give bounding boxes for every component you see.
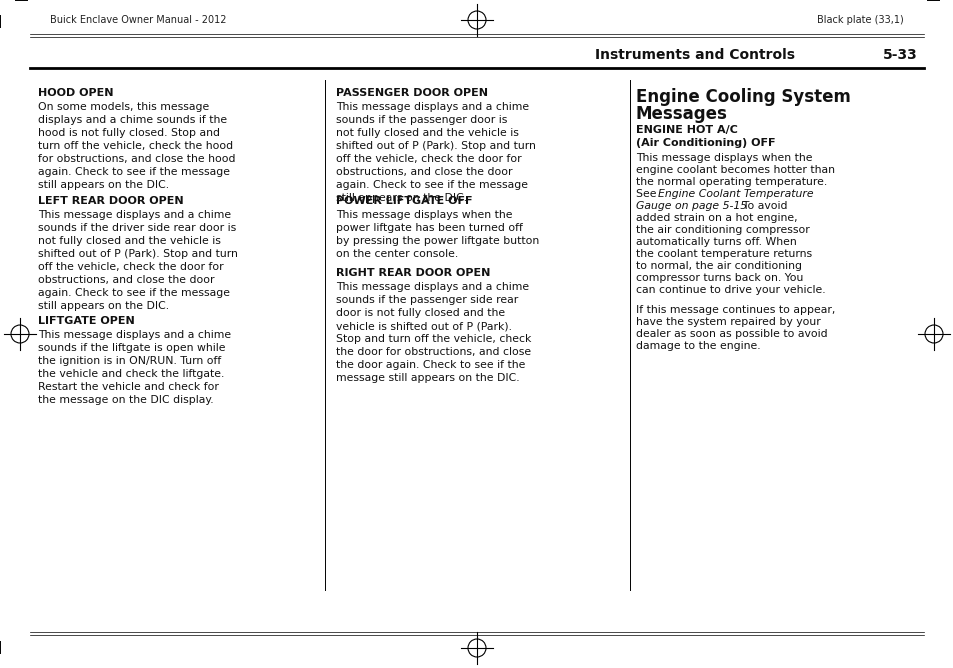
Text: If this message continues to appear,: If this message continues to appear, xyxy=(636,305,835,315)
Text: Instruments and Controls: Instruments and Controls xyxy=(595,48,794,62)
Text: RIGHT REAR DOOR OPEN: RIGHT REAR DOOR OPEN xyxy=(335,268,490,278)
Text: ENGINE HOT A/C: ENGINE HOT A/C xyxy=(636,125,737,135)
Text: This message displays and a chime
sounds if the passenger door is
not fully clos: This message displays and a chime sounds… xyxy=(335,102,536,203)
Text: 5-33: 5-33 xyxy=(882,48,917,62)
Text: LEFT REAR DOOR OPEN: LEFT REAR DOOR OPEN xyxy=(38,196,183,206)
Text: Black plate (33,1): Black plate (33,1) xyxy=(817,15,903,25)
Text: Messages: Messages xyxy=(636,105,727,123)
Text: (Air Conditioning) OFF: (Air Conditioning) OFF xyxy=(636,138,775,148)
Text: can continue to drive your vehicle.: can continue to drive your vehicle. xyxy=(636,285,824,295)
Text: the coolant temperature returns: the coolant temperature returns xyxy=(636,249,811,259)
Text: This message displays when the: This message displays when the xyxy=(636,153,812,163)
Text: See: See xyxy=(636,189,659,199)
Text: This message displays and a chime
sounds if the driver side rear door is
not ful: This message displays and a chime sounds… xyxy=(38,210,237,311)
Text: Gauge on page 5-15: Gauge on page 5-15 xyxy=(636,201,746,211)
Text: the normal operating temperature.: the normal operating temperature. xyxy=(636,177,826,187)
Text: automatically turns off. When: automatically turns off. When xyxy=(636,237,796,247)
Text: Engine Coolant Temperature: Engine Coolant Temperature xyxy=(658,189,813,199)
Text: the air conditioning compressor: the air conditioning compressor xyxy=(636,225,809,235)
Text: POWER LIFTGATE OFF: POWER LIFTGATE OFF xyxy=(335,196,472,206)
Text: . To avoid: . To avoid xyxy=(735,201,786,211)
Text: engine coolant becomes hotter than: engine coolant becomes hotter than xyxy=(636,165,834,175)
Text: Buick Enclave Owner Manual - 2012: Buick Enclave Owner Manual - 2012 xyxy=(50,15,226,25)
Text: This message displays and a chime
sounds if the passenger side rear
door is not : This message displays and a chime sounds… xyxy=(335,282,531,383)
Text: have the system repaired by your: have the system repaired by your xyxy=(636,317,820,327)
Text: damage to the engine.: damage to the engine. xyxy=(636,341,760,351)
Text: Engine Cooling System: Engine Cooling System xyxy=(636,88,850,106)
Text: This message displays and a chime
sounds if the liftgate is open while
the ignit: This message displays and a chime sounds… xyxy=(38,330,231,405)
Text: to normal, the air conditioning: to normal, the air conditioning xyxy=(636,261,801,271)
Text: compressor turns back on. You: compressor turns back on. You xyxy=(636,273,802,283)
Text: LIFTGATE OPEN: LIFTGATE OPEN xyxy=(38,316,134,326)
Text: This message displays when the
power liftgate has been turned off
by pressing th: This message displays when the power lif… xyxy=(335,210,538,259)
Text: dealer as soon as possible to avoid: dealer as soon as possible to avoid xyxy=(636,329,827,339)
Text: PASSENGER DOOR OPEN: PASSENGER DOOR OPEN xyxy=(335,88,488,98)
Text: added strain on a hot engine,: added strain on a hot engine, xyxy=(636,213,797,223)
Text: HOOD OPEN: HOOD OPEN xyxy=(38,88,113,98)
Text: On some models, this message
displays and a chime sounds if the
hood is not full: On some models, this message displays an… xyxy=(38,102,235,190)
